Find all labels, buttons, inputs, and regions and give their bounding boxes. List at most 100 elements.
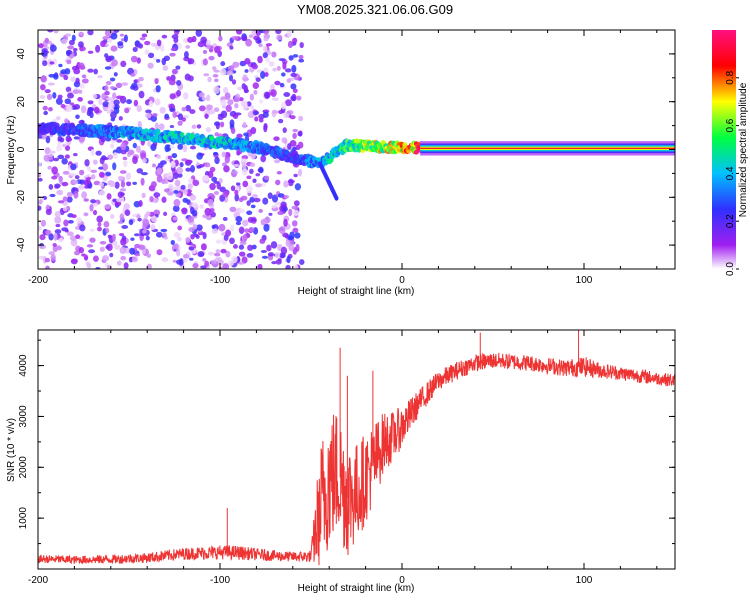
heatmap-cell [179,161,184,168]
heatmap-cell [297,131,303,137]
heatmap-cell [228,65,235,72]
heatmap-cell [137,83,143,88]
heatmap-cell [102,255,110,262]
heatmap-cell [96,226,103,232]
heatmap-cell [253,197,261,203]
heatmap-cell [243,84,249,93]
heatmap-cell [190,165,196,173]
heatmap-cell [110,45,118,52]
heatmap-cell [225,104,232,113]
heatmap-cell [55,116,61,121]
heatmap-cell [290,72,297,78]
heatmap-cell [177,225,183,231]
y-tick-label: 40 [16,48,27,60]
x-tick-label: 100 [576,575,593,586]
heatmap-cell [112,92,117,99]
heatmap-cell [247,244,254,251]
heatmap-cell [67,92,75,99]
heatmap-cell [130,85,135,90]
x-tick-label: -200 [28,275,48,286]
heatmap-cell [257,263,263,269]
colorbar-ticks: 0.0 0.2 0.4 0.6 0.8 [725,70,739,276]
heatmap-cell [109,252,114,258]
heatmap-cell [111,233,116,242]
heatmap-cell [235,182,241,186]
heatmap-cell [99,240,107,245]
heatmap-cell [299,41,304,49]
heatmap-cell [226,70,234,76]
heatmap-cell [109,214,115,219]
spectrogram-y-label: Frequency (Hz) [6,116,17,185]
heatmap-cell [66,59,72,65]
heatmap-cell [49,150,56,154]
heatmap-cell [175,80,182,86]
heatmap-cell [298,54,304,60]
heatmap-cell [230,127,236,135]
heatmap-cell [117,220,123,224]
heatmap-cell [188,227,195,233]
heatmap-cell [157,162,164,169]
heatmap-cell [47,30,54,33]
heatmap-cell [40,219,47,227]
heatmap-cell [292,209,300,216]
heatmap-cell [104,91,110,96]
heatmap-cell [145,211,151,216]
heatmap-cell [38,205,42,211]
heatmap-cell [161,57,167,66]
heatmap-cell [120,60,127,68]
heatmap-cell [79,169,85,176]
heatmap-cell [249,105,255,110]
heatmap-cell [114,244,121,250]
heatmap-cell [208,55,215,61]
heatmap-cell [297,141,304,149]
heatmap-cell [241,35,248,42]
heatmap-cell [48,251,55,255]
heatmap-cell [268,61,275,67]
heatmap-cell [220,99,227,106]
heatmap-cell [200,243,207,251]
heatmap-cell [161,178,166,185]
heatmap-cell [294,183,302,191]
heatmap-cell [289,139,297,148]
heatmap-cell [48,73,56,78]
heatmap-cell [104,30,112,37]
heatmap-cell [250,126,257,135]
heatmap-cell [214,78,219,83]
heatmap-cell [272,110,279,114]
heatmap-cell [260,71,266,79]
heatmap-cell [107,154,114,160]
heatmap-cell [42,105,48,111]
heatmap-cell [156,249,163,256]
heatmap-cell [182,144,188,153]
heatmap-cell [224,155,230,164]
heatmap-cell [271,194,279,203]
heatmap-cell [218,223,226,232]
heatmap-cell [61,227,69,232]
heatmap-cell [86,165,92,172]
heatmap-cell [192,209,198,217]
heatmap-cell [169,52,176,57]
heatmap-cell [47,82,55,86]
heatmap-cell [281,137,287,144]
heatmap-cell [238,251,246,257]
heatmap-cell [81,78,89,84]
heatmap-cell [280,101,287,110]
heatmap-cell [288,208,293,217]
heatmap-cell [106,264,112,269]
heatmap-cell [145,235,150,241]
heatmap-cell [140,172,148,176]
heatmap-cell [204,162,211,168]
heatmap-cell [255,183,262,188]
heatmap-cell [170,160,176,169]
heatmap-cell [58,137,65,143]
heatmap-cell [105,227,110,234]
colorbar-tick-label: 0.2 [725,214,736,228]
heatmap-cell [242,121,247,129]
heatmap-cell [162,65,169,71]
heatmap-cell [57,154,65,160]
heatmap-cell [94,106,100,114]
heatmap-cell [109,77,116,82]
heatmap-cell [105,55,113,63]
heatmap-cell [57,94,63,99]
heatmap-cell [155,85,161,93]
